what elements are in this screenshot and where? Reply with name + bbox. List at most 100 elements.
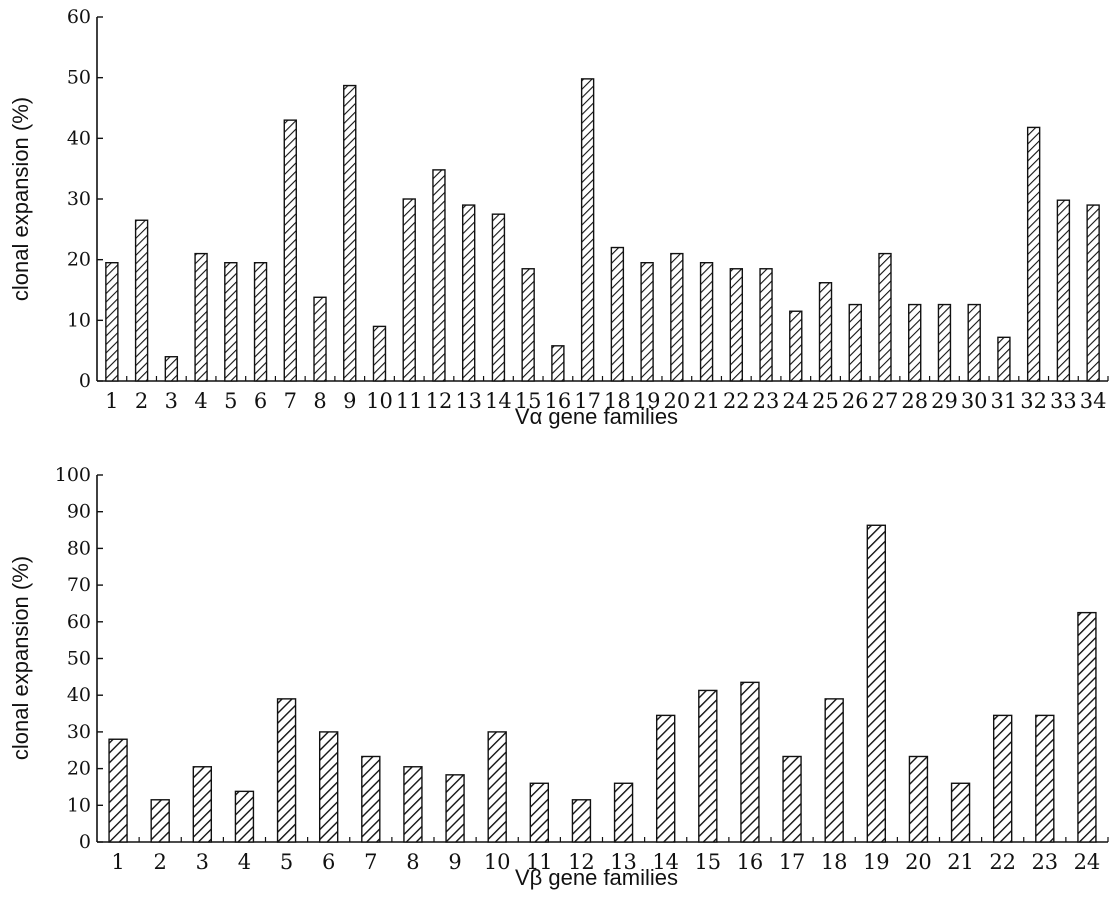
bar-va-19 (640, 262, 654, 382)
y-tick-label: 20 (67, 758, 91, 780)
bar-va-28 (908, 303, 922, 382)
x-tick-label: 3 (196, 850, 209, 874)
x-tick-label: 4 (238, 850, 251, 874)
bar-vb-15 (698, 689, 718, 843)
x-tick-label: 24 (782, 389, 809, 413)
x-tick-label: 8 (313, 389, 326, 413)
bar-va-21 (699, 262, 714, 382)
x-tick-label: 4 (194, 389, 207, 413)
bar-vb-14 (655, 714, 676, 843)
bar-vb-18 (824, 698, 844, 843)
bar-vb-5 (276, 698, 297, 843)
x-tick-label: 23 (753, 389, 780, 413)
x-tick-label: 12 (568, 850, 595, 874)
bar-va-23 (759, 268, 773, 382)
bar-vb-1 (108, 738, 128, 843)
bar-va-10 (372, 325, 387, 382)
bar-vb-2 (150, 799, 170, 843)
bar-vb-22 (992, 714, 1013, 843)
x-tick-label: 22 (723, 389, 750, 413)
x-tick-label: 13 (455, 389, 482, 413)
bar-va-26 (848, 303, 862, 382)
y-tick-label: 40 (67, 684, 91, 706)
x-tick-label: 1 (105, 389, 118, 413)
y-tick-label: 50 (67, 648, 91, 670)
bar-va-1 (105, 262, 119, 382)
bar-va-20 (670, 252, 684, 382)
bar-vb-12 (571, 799, 592, 843)
bar-va-29 (937, 303, 952, 382)
x-tick-label: 6 (254, 389, 267, 413)
bar-vb-19 (866, 524, 887, 843)
x-tick-label: 8 (406, 850, 419, 874)
bar-vb-9 (445, 774, 465, 843)
x-tick-label: 14 (485, 389, 512, 413)
bar-vb-10 (487, 731, 507, 843)
x-tick-label: 9 (343, 389, 356, 413)
bar-va-17 (580, 78, 595, 382)
bar-vb-11 (529, 782, 550, 843)
y-tick-label: 50 (67, 67, 91, 89)
bar-va-14 (491, 213, 506, 382)
bar-va-30 (967, 303, 981, 382)
x-tick-label: 7 (364, 850, 377, 874)
x-tick-label: 28 (901, 389, 928, 413)
bar-va-9 (343, 84, 357, 382)
y-axis-title: clonal expansion (%) (8, 556, 33, 760)
y-axis-title: clonal expansion (%) (8, 97, 33, 301)
x-tick-label: 20 (663, 389, 690, 413)
bar-va-2 (134, 219, 149, 382)
x-tick-label: 19 (634, 389, 661, 413)
bar-vb-17 (782, 755, 802, 843)
bar-vb-8 (403, 766, 423, 843)
bar-va-13 (461, 204, 476, 382)
x-tick-label: 1 (111, 850, 124, 874)
x-tick-label: 33 (1050, 389, 1077, 413)
x-tick-label: 19 (863, 850, 890, 874)
y-tick-label: 0 (79, 370, 91, 392)
x-tick-label: 17 (574, 389, 601, 413)
x-tick-label: 5 (280, 850, 293, 874)
y-tick-label: 30 (67, 721, 91, 743)
x-tick-label: 9 (448, 850, 461, 874)
x-tick-label: 5 (224, 389, 237, 413)
x-tick-label: 17 (779, 850, 806, 874)
bar-vb-3 (192, 766, 213, 843)
x-tick-label: 22 (989, 850, 1016, 874)
bar-va-34 (1086, 204, 1100, 382)
y-tick-label: 30 (67, 188, 91, 210)
y-tick-label: 100 (55, 464, 91, 486)
y-tick-label: 20 (67, 249, 91, 271)
x-tick-label: 20 (905, 850, 932, 874)
bar-va-22 (729, 268, 744, 382)
bar-va-25 (818, 282, 833, 382)
y-tick-label: 90 (67, 501, 91, 523)
x-tick-label: 18 (821, 850, 848, 874)
bar-va-12 (432, 169, 446, 382)
x-tick-label: 31 (991, 389, 1018, 413)
bar-vb-20 (908, 755, 929, 843)
bar-va-33 (1056, 199, 1071, 382)
bar-va-4 (194, 252, 208, 382)
x-tick-label: 16 (545, 389, 572, 413)
x-tick-label: 10 (366, 389, 393, 413)
x-tick-label: 26 (842, 389, 869, 413)
bar-va-7 (283, 119, 297, 382)
x-axis-title: Vβ gene families (515, 865, 678, 890)
y-tick-label: 60 (67, 611, 91, 633)
y-tick-label: 40 (67, 127, 91, 149)
x-tick-label: 7 (284, 389, 297, 413)
x-tick-label: 24 (1074, 850, 1101, 874)
bar-vb-6 (318, 731, 339, 843)
bar-va-27 (878, 252, 892, 382)
bar-va-6 (253, 262, 268, 382)
x-tick-label: 12 (426, 389, 453, 413)
x-tick-label: 18 (604, 389, 631, 413)
bar-vb-23 (1035, 714, 1055, 843)
x-tick-label: 29 (931, 389, 958, 413)
bar-va-11 (402, 198, 416, 382)
x-tick-label: 10 (484, 850, 511, 874)
